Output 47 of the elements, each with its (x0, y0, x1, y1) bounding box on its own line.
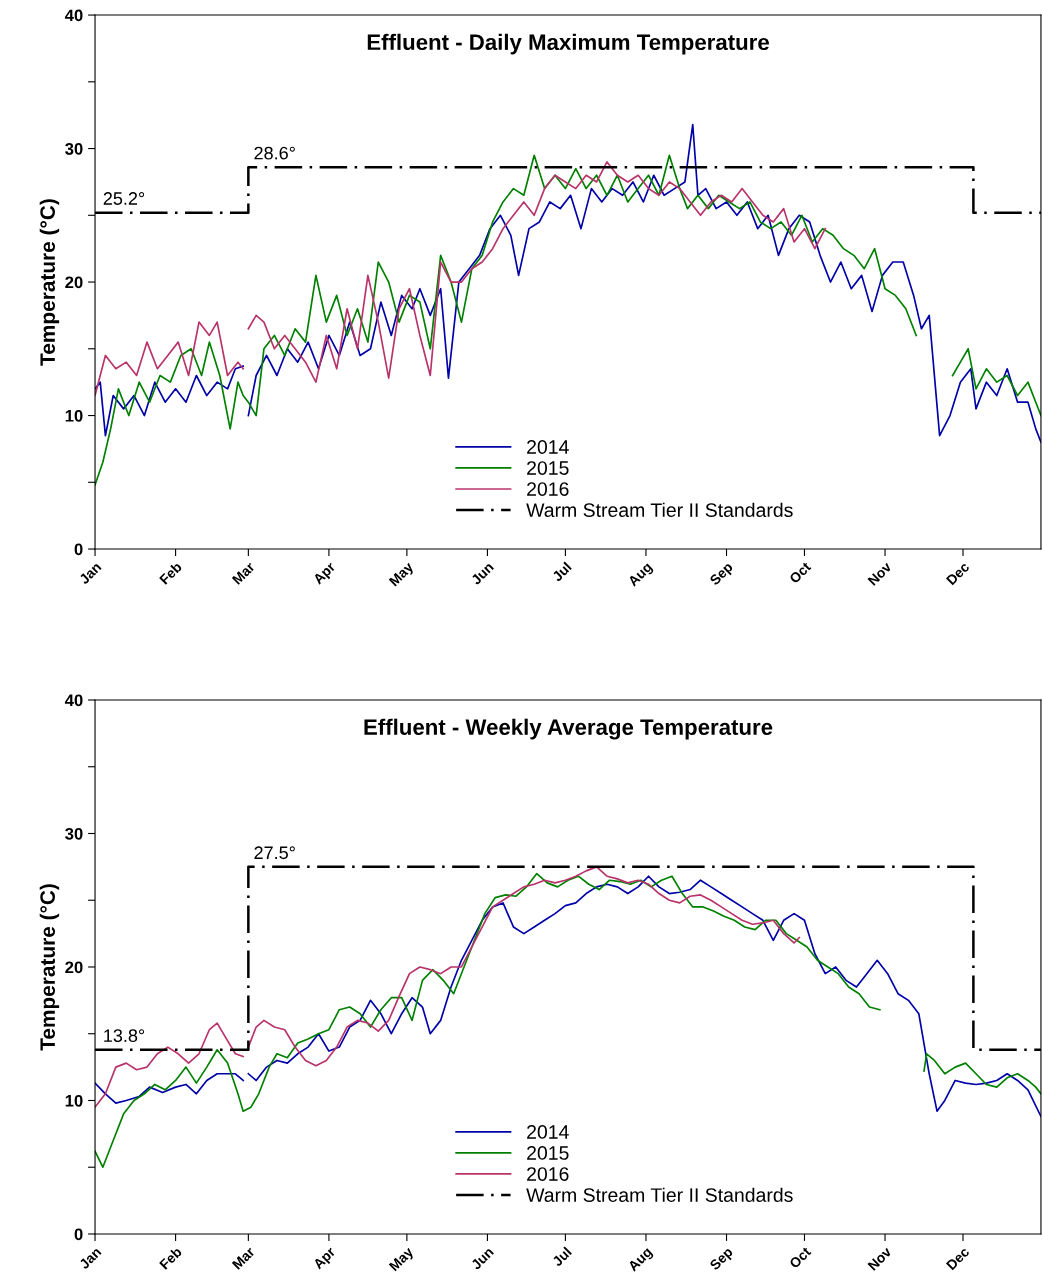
legend-label: 2016 (527, 482, 569, 496)
y-tick-label: 40 (64, 694, 83, 707)
x-tick-label: Apr (312, 561, 338, 587)
legend-label: 2014 (527, 1125, 569, 1139)
y-tick-label: 30 (65, 142, 83, 155)
legend-label: 2014 (527, 440, 569, 454)
annotation: 28.6° (254, 146, 295, 160)
y-tick-label: 10 (65, 1094, 83, 1107)
x-tick-label: Apr (312, 1246, 338, 1272)
x-tick-label: Jan (78, 561, 102, 585)
y-tick-label: 10 (65, 409, 83, 422)
y-tick-label: 20 (65, 276, 83, 289)
text: Effluent - Daily Maximum Temperature (367, 33, 769, 55)
legend-label: 2015 (527, 1146, 569, 1160)
annotation: 27.5° (254, 846, 295, 860)
x-tick-label: Oct (788, 561, 812, 585)
x-tick-label: Jan (78, 1246, 102, 1270)
x-tick-label: Jul (551, 561, 572, 583)
y-tick-label: 40 (64, 9, 83, 22)
y-tick-label: 20 (65, 961, 83, 974)
x-tick-label: Mar (231, 561, 256, 585)
legend-label: 2016 (527, 1167, 569, 1181)
x-tick-label: Dec (946, 1246, 970, 1271)
x-tick-label: Mar (231, 1246, 256, 1270)
legend-label: Warm Stream Tier II Standards (526, 1187, 793, 1202)
annotation: 13.8° (104, 1029, 145, 1043)
y-axis-title: Temperature (°C) (39, 199, 60, 366)
x-tick-label: May (388, 1246, 416, 1274)
x-tick-label: Jul (551, 1246, 572, 1268)
y-axis-title: Temperature (°C) (39, 884, 60, 1051)
x-tick-label: Nov (867, 561, 893, 586)
x-tick-label: Nov (867, 1246, 893, 1271)
legend-label: 2015 (527, 461, 569, 475)
x-tick-label: Jun (470, 561, 495, 586)
annotation: 25.2° (103, 192, 145, 205)
text: Effluent - Weekly Average Temperature (364, 718, 773, 740)
y-tick-label: 0 (74, 1228, 83, 1241)
x-tick-label: Jun (470, 1246, 495, 1271)
x-tick-label: Sep (709, 1246, 736, 1273)
x-tick-label: Oct (788, 1246, 812, 1269)
x-tick-label: Feb (158, 561, 183, 585)
x-tick-label: Sep (709, 561, 736, 588)
y-tick-label: 30 (65, 827, 83, 840)
y-tick-label: 0 (74, 543, 83, 556)
legend-label: Warm Stream Tier II Standards (526, 502, 793, 518)
x-tick-label: Feb (158, 1246, 183, 1270)
x-tick-label: Dec (946, 561, 970, 586)
